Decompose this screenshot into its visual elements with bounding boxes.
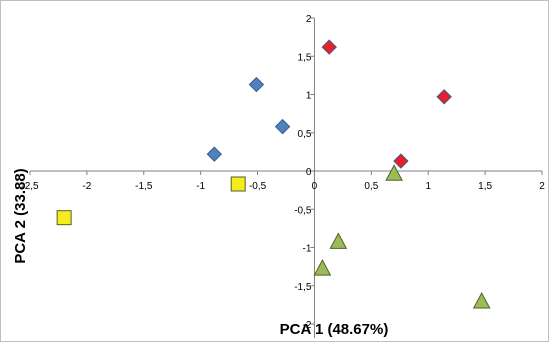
y-tick-label: -1 bbox=[303, 244, 312, 255]
diamond-point bbox=[274, 118, 291, 135]
square-point bbox=[56, 210, 72, 226]
y-tick-label: 1 bbox=[306, 91, 312, 102]
x-tick-label: -1,5 bbox=[135, 181, 153, 192]
x-axis-label: PCA 1 (48.67%) bbox=[280, 321, 389, 338]
triangle-point bbox=[385, 164, 403, 181]
axes bbox=[29, 17, 543, 338]
square-point bbox=[230, 176, 246, 192]
x-tick-label: -2,5 bbox=[21, 181, 39, 192]
triangle-point bbox=[329, 232, 348, 249]
x-tick-label: 0 bbox=[312, 181, 318, 192]
y-tick-label: 2 bbox=[306, 14, 312, 25]
x-tick-label: -0,5 bbox=[249, 181, 267, 192]
y-tick-label: -0,5 bbox=[294, 205, 312, 216]
y-tick-label: 1,5 bbox=[298, 52, 312, 63]
triangle-point bbox=[472, 291, 491, 309]
y-tick-label: 0,5 bbox=[298, 129, 312, 140]
x-tick-label: 1,5 bbox=[478, 181, 492, 192]
tick-labels: -2,5 -2 -1,5 -1 -0,5 0 0,5 1 1,5 2 -2 -1,5 -1 -0,5 0 0,… bbox=[21, 14, 545, 331]
diamond-point bbox=[393, 153, 409, 169]
x-tick-label: 2 bbox=[539, 181, 545, 192]
y-axis-label: PCA 2 (33.88) bbox=[12, 168, 29, 263]
y-tick-label: 0 bbox=[306, 167, 312, 178]
x-tick-label: 0,5 bbox=[364, 181, 378, 192]
diamond-point bbox=[206, 146, 223, 162]
x-tick-label: 1 bbox=[425, 181, 431, 192]
diamond-point bbox=[436, 89, 452, 105]
y-tick-label: -1,5 bbox=[294, 282, 312, 293]
data-points bbox=[56, 39, 491, 309]
triangle-point bbox=[313, 259, 332, 276]
diamond-point bbox=[248, 76, 265, 93]
x-tick-label: -2 bbox=[82, 181, 91, 192]
diamond-point bbox=[321, 39, 337, 55]
y-tick-label: -2 bbox=[303, 320, 312, 331]
x-tick-label: -1 bbox=[196, 181, 205, 192]
